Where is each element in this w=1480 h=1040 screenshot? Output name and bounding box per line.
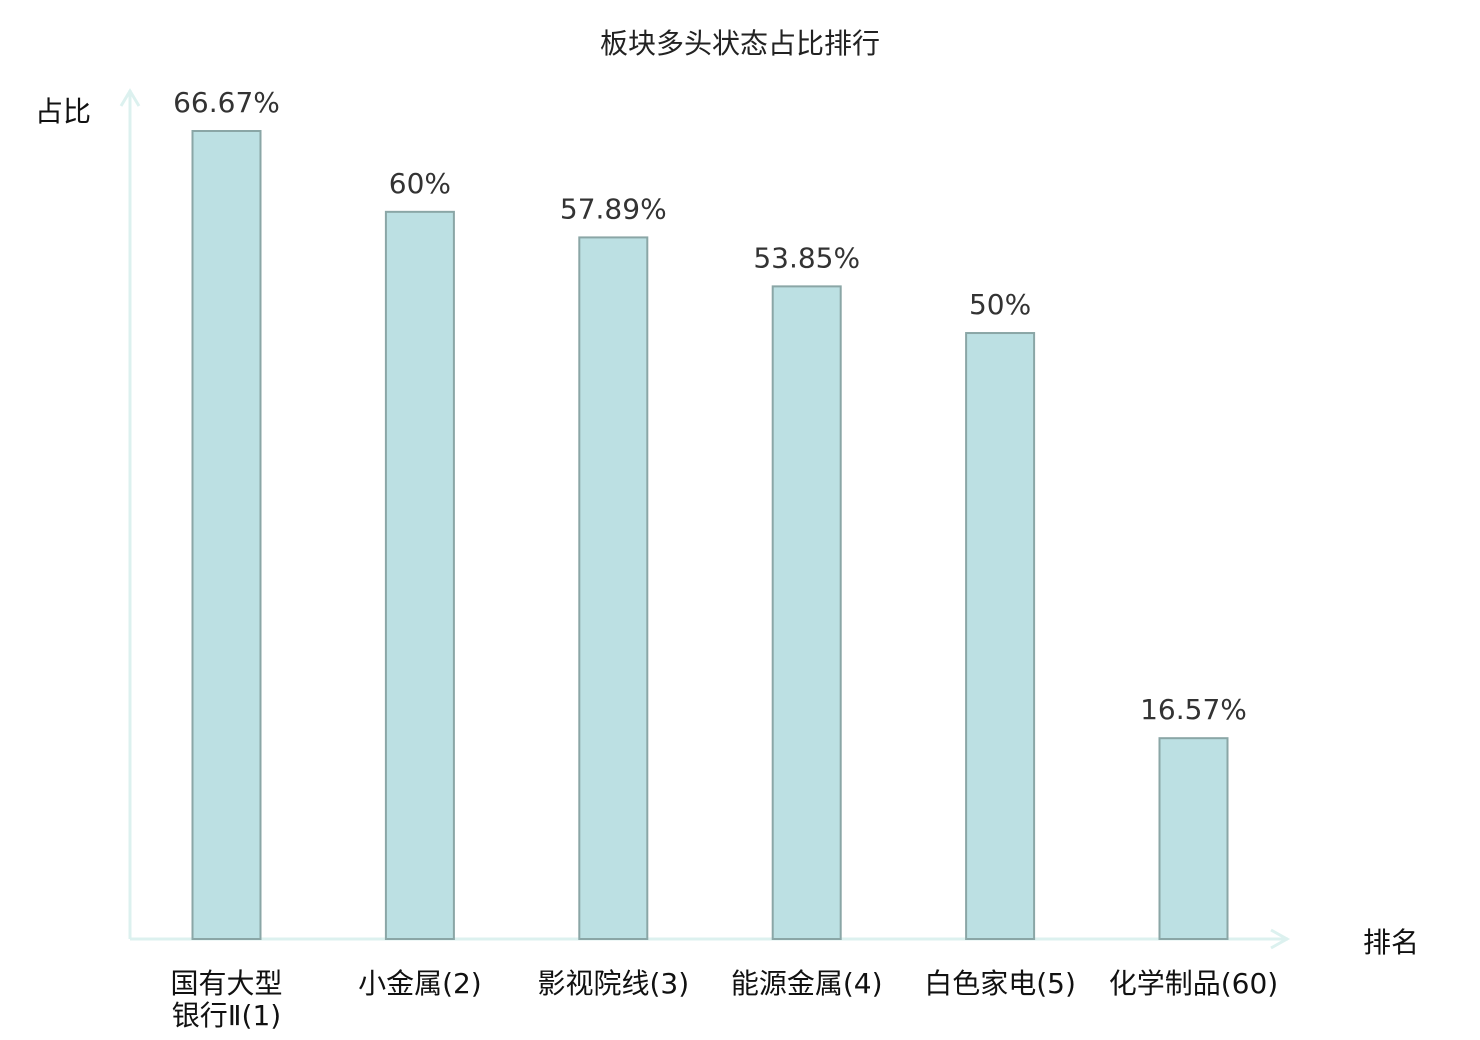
x-tick-labels: 国有大型银行Ⅱ(1) 小金属(2) 影视院线(3) 能源金属(4) 白色家电(5) 化学制… [170,967,1278,1032]
data-label: 60% [389,167,451,200]
bar [1158,737,1229,940]
x-tick-label: 化学制品(60) [1109,967,1278,1000]
x-axis-label: 排名 [1363,926,1419,959]
data-label: 16.57% [1140,693,1247,726]
bars [191,130,1229,941]
chart-title: 板块多头状态占比排行 [600,27,880,60]
x-axis-arrow-icon [1270,928,1291,950]
x-tick-label: 小金属(2) [358,967,482,1000]
data-label: 50% [969,288,1031,321]
data-label: 57.89% [560,192,667,225]
y-axis-arrow-icon [119,88,141,107]
x-tick-label: 白色家电(5) [924,967,1076,1000]
bar [771,285,842,941]
y-axis-label: 占比 [35,95,91,128]
bar [965,332,1036,941]
bar [578,236,649,941]
x-tick-label: 国有大型银行Ⅱ(1) [170,967,282,1032]
data-labels: 66.67% 60% 57.89% 53.85% 50% 16.57% [173,86,1247,726]
bar [384,210,455,940]
axes [119,88,1291,950]
x-tick-label: 影视院线(3) [537,967,689,1000]
x-tick-label: 能源金属(4) [731,967,883,1000]
bar [191,130,262,940]
data-label: 53.85% [753,241,860,274]
data-label: 66.67% [173,86,280,119]
